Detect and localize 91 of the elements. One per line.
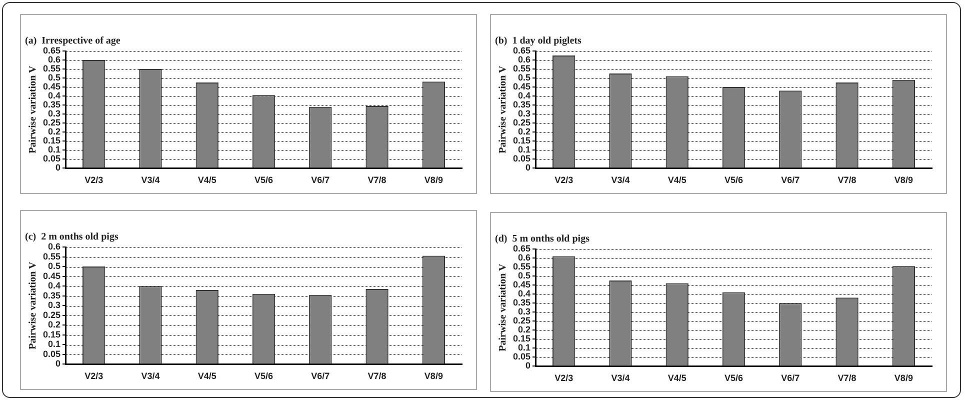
y-tick-label: 0.5 <box>518 270 531 281</box>
x-tick-label: V6/7 <box>781 175 800 186</box>
y-tick-label: 0.5 <box>48 72 61 83</box>
y-tick-label: 0.4 <box>518 90 531 101</box>
x-tick-label: V4/5 <box>668 175 686 186</box>
y-tick-label: 0.1 <box>48 144 61 155</box>
y-tick-label: 0.1 <box>518 144 531 155</box>
y-tick-label: 0.35 <box>42 100 61 110</box>
y-tick-label: 0.55 <box>42 64 61 74</box>
x-tick-label: V3/4 <box>611 175 630 186</box>
y-tick-label: 0.35 <box>512 100 531 110</box>
y-tick-label: 0.2 <box>48 320 61 330</box>
y-tick-label: 0.6 <box>48 54 61 64</box>
x-tick-label: V8/9 <box>424 175 443 186</box>
x-tick-label: V3/4 <box>611 373 630 384</box>
y-tick-label: 0.5 <box>518 72 531 83</box>
x-tick-label: V8/9 <box>894 373 913 384</box>
y-tick-label: 0.25 <box>42 310 61 320</box>
y-tick-label: 0.5 <box>48 261 61 272</box>
y-tick-label: 0.65 <box>512 45 531 56</box>
x-tick-label: V7/8 <box>368 371 386 382</box>
x-tick-label: V2/3 <box>554 373 574 384</box>
x-tick-label: V5/6 <box>724 373 744 384</box>
y-tick-label: 0.45 <box>512 280 531 290</box>
x-tick-label: V7/8 <box>838 373 856 384</box>
y-tick-label: 0.4 <box>518 288 531 299</box>
y-tick-label: 0.55 <box>42 251 61 262</box>
y-tick-label: 0.6 <box>518 54 531 64</box>
y-tick-label: 0.05 <box>512 352 531 362</box>
y-tick-label: 0.3 <box>518 306 531 317</box>
y-tick-label: 0.15 <box>42 136 61 146</box>
y-axis-title: Pairwise variation V <box>28 261 39 350</box>
y-tick-label: 0.55 <box>512 64 531 74</box>
x-tick-label: V5/6 <box>254 371 274 382</box>
x-tick-label: V4/5 <box>198 371 216 382</box>
x-tick-label: V2/3 <box>554 175 574 186</box>
y-tick-label: 0 <box>526 162 531 173</box>
x-tick-label: V2/3 <box>84 175 104 186</box>
y-tick-label: 0.15 <box>42 329 61 340</box>
y-tick-label: 0.25 <box>512 118 531 128</box>
y-tick-label: 0.3 <box>48 300 61 310</box>
x-tick-label: V5/6 <box>724 175 744 186</box>
x-tick-label: V4/5 <box>198 175 216 186</box>
y-tick-label: 0.05 <box>512 154 531 164</box>
y-tick-label: 0.45 <box>512 82 531 92</box>
y-tick-label: 0.05 <box>42 348 61 359</box>
y-tick-label: 0.65 <box>512 243 531 254</box>
y-tick-label: 0.2 <box>48 126 61 137</box>
x-tick-label: V2/3 <box>84 371 104 382</box>
y-tick-label: 0.35 <box>42 290 61 300</box>
y-axis-title: Pairwise variation V <box>498 263 509 352</box>
chart-title: (a) Irrespective of age <box>25 36 121 47</box>
y-tick-label: 0.3 <box>48 108 61 119</box>
y-tick-label: 0 <box>56 162 61 173</box>
y-tick-label: 0.4 <box>48 90 61 101</box>
y-tick-label: 0.45 <box>42 82 61 92</box>
y-tick-label: 0.4 <box>48 280 61 291</box>
y-axis-title: Pairwise variation V <box>498 65 509 154</box>
y-tick-label: 0.65 <box>42 45 61 56</box>
chart-title: (b) 1 day old piglets <box>495 36 582 47</box>
y-tick-label: 0.2 <box>518 324 531 335</box>
y-tick-label: 0.45 <box>42 270 61 281</box>
x-tick-label: V8/9 <box>894 175 913 186</box>
y-tick-label: 0.15 <box>512 334 531 344</box>
y-tick-label: 0.55 <box>512 262 531 272</box>
x-tick-label: V6/7 <box>311 371 330 382</box>
y-tick-label: 0 <box>56 358 61 369</box>
y-tick-label: 0.25 <box>42 118 61 128</box>
y-tick-label: 0.2 <box>518 126 531 137</box>
y-tick-label: 0.1 <box>518 342 531 353</box>
chart-title: (c) 2 m onths old pigs <box>25 232 118 243</box>
x-tick-label: V8/9 <box>424 371 443 382</box>
y-tick-label: 0.25 <box>512 316 531 326</box>
y-tick-label: 0.05 <box>42 154 61 164</box>
x-tick-label: V3/4 <box>141 175 160 186</box>
x-tick-label: V5/6 <box>254 175 274 186</box>
y-tick-label: 0.3 <box>518 108 531 119</box>
x-tick-label: V7/8 <box>368 175 386 186</box>
y-tick-label: 0.6 <box>518 252 531 262</box>
y-tick-label: 0.6 <box>48 241 61 252</box>
x-tick-label: V7/8 <box>838 175 856 186</box>
y-axis-title: Pairwise variation V <box>28 65 39 154</box>
y-tick-label: 0.35 <box>512 298 531 308</box>
y-tick-label: 0.15 <box>512 136 531 146</box>
x-tick-label: V4/5 <box>668 373 686 384</box>
x-tick-label: V6/7 <box>311 175 330 186</box>
x-tick-label: V3/4 <box>141 371 160 382</box>
y-tick-label: 0.1 <box>48 339 61 350</box>
y-tick-label: 0 <box>526 360 531 371</box>
x-tick-label: V6/7 <box>781 373 800 384</box>
chart-title: (d) 5 m onths old pigs <box>495 234 590 245</box>
